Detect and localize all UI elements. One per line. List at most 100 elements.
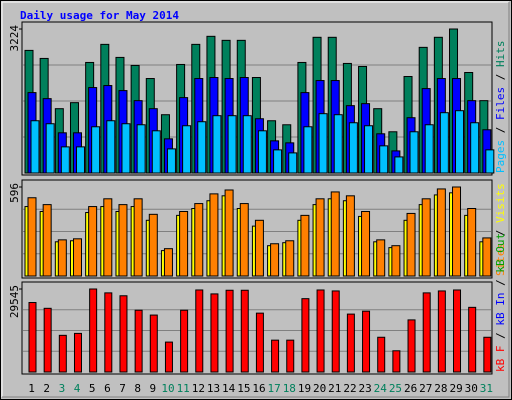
bar: [436, 188, 446, 277]
x-tick-label: 26: [404, 382, 417, 395]
x-tick-label: 11: [177, 382, 190, 395]
legend-entry: Pages: [494, 140, 507, 173]
bar: [331, 290, 340, 373]
x-tick-label: 20: [313, 382, 326, 395]
legend-separator: /: [494, 120, 507, 140]
x-tick-label: 6: [104, 382, 111, 395]
bar: [467, 208, 477, 277]
legend-entry: kB In: [494, 293, 507, 326]
bar: [239, 203, 249, 277]
bar: [242, 115, 252, 174]
bar: [224, 189, 234, 277]
bar: [379, 145, 389, 174]
bar: [72, 238, 82, 277]
y-tick-label: 29545: [8, 285, 21, 318]
bar: [225, 289, 234, 373]
bar: [376, 239, 386, 277]
x-tick-label: 1: [28, 382, 35, 395]
bar: [394, 156, 404, 174]
bar: [58, 334, 67, 373]
x-tick-label: 29: [449, 382, 462, 395]
bar: [91, 126, 101, 174]
bar: [104, 292, 113, 373]
bar: [377, 336, 386, 373]
bar: [421, 198, 431, 277]
bar: [28, 302, 37, 373]
legend-entry: Hits: [494, 41, 507, 68]
x-tick-label: 28: [434, 382, 447, 395]
bar: [273, 149, 283, 174]
bar: [270, 243, 280, 277]
x-tick-label: 25: [389, 382, 402, 395]
bar: [182, 125, 192, 174]
bar: [210, 293, 219, 373]
bar: [42, 204, 52, 277]
bar: [43, 307, 52, 373]
x-tick-label: 24: [374, 382, 388, 395]
legend-separator: /: [494, 326, 507, 346]
bar: [164, 341, 173, 373]
x-tick-label: 22: [343, 382, 356, 395]
bar: [60, 146, 70, 174]
bar: [361, 210, 371, 277]
x-tick-label: 16: [252, 382, 265, 395]
bar: [106, 120, 116, 174]
x-tick-label: 18: [283, 382, 296, 395]
bar: [212, 115, 222, 174]
bar: [485, 149, 495, 174]
bar: [285, 240, 295, 277]
legend-entry: Visits: [494, 183, 507, 223]
legend-entry: Files: [494, 87, 507, 120]
bar: [194, 203, 204, 277]
bar: [362, 310, 371, 373]
bar: [103, 198, 113, 277]
bar: [345, 195, 355, 277]
y-tick-label: 3224: [8, 25, 21, 52]
bar: [45, 123, 55, 174]
bar: [288, 152, 298, 174]
bar: [151, 130, 161, 174]
x-tick-label: 5: [89, 382, 96, 395]
bar: [119, 295, 128, 373]
bar: [30, 120, 40, 174]
bar: [121, 123, 131, 174]
bar: [166, 148, 176, 174]
bar: [348, 122, 358, 174]
bar: [482, 237, 492, 277]
x-tick-label: 31: [480, 382, 493, 395]
bar: [316, 289, 325, 373]
bar: [163, 248, 173, 277]
x-tick-label: 9: [150, 382, 157, 395]
bar: [180, 309, 189, 373]
bar: [227, 115, 237, 174]
legend-entry: kB F: [494, 346, 507, 373]
legend-entry: kB Out: [494, 233, 507, 273]
x-tick-label: 30: [465, 382, 478, 395]
bar: [453, 289, 462, 373]
bar: [257, 130, 267, 174]
bar: [300, 214, 310, 277]
bar: [318, 113, 328, 174]
bar: [346, 313, 355, 373]
bar: [455, 110, 465, 174]
legend: Pages / Files / Hits: [494, 41, 507, 174]
x-tick-label: 19: [298, 382, 311, 395]
bar: [179, 210, 189, 277]
bar: [197, 121, 207, 174]
bar: [437, 290, 446, 373]
bar: [89, 288, 98, 373]
bar: [452, 186, 462, 277]
bar: [392, 350, 401, 373]
bar: [255, 312, 264, 373]
x-tick-label: 7: [119, 382, 126, 395]
bar: [136, 124, 146, 174]
bar: [468, 306, 477, 373]
bar: [73, 332, 82, 373]
bar: [133, 198, 143, 277]
bar: [391, 245, 401, 277]
x-tick-label: 15: [237, 382, 250, 395]
chart-title: Daily usage for May 2014: [20, 9, 179, 22]
